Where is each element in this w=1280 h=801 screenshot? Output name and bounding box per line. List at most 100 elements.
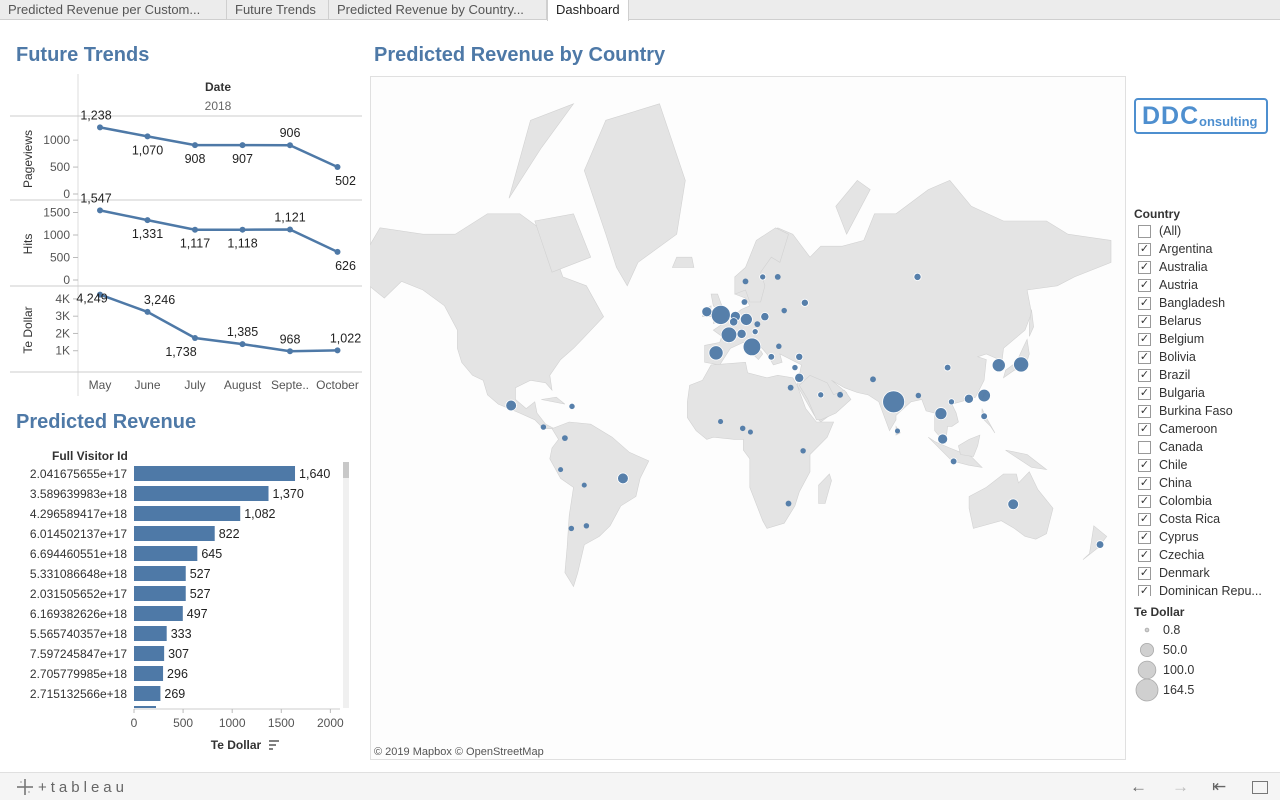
country-bubble[interactable] — [947, 398, 955, 406]
country-bubble[interactable] — [558, 467, 564, 473]
trend-point[interactable] — [334, 248, 341, 255]
country-bubble[interactable] — [718, 419, 724, 425]
checkbox-checked-icon[interactable]: ✓ — [1138, 476, 1151, 490]
country-filter-item[interactable]: ✓ Costa Rica — [1138, 510, 1220, 528]
country-filter-item[interactable]: (All) — [1138, 222, 1181, 240]
country-bubble[interactable] — [741, 299, 748, 305]
country-bubble[interactable] — [882, 390, 906, 414]
checkbox-checked-icon[interactable]: ✓ — [1138, 368, 1151, 382]
country-bubble[interactable] — [937, 433, 949, 445]
bar-scrollbar-track[interactable] — [343, 462, 349, 708]
country-filter-item[interactable]: ✓ Czechia — [1138, 546, 1204, 564]
redo-icon[interactable]: → — [1172, 777, 1189, 796]
checkbox-unchecked-icon[interactable] — [1138, 440, 1151, 454]
country-filter-item[interactable]: ✓ Bangladesh — [1138, 294, 1225, 312]
country-bubble[interactable] — [736, 328, 747, 339]
trend-point[interactable] — [287, 142, 293, 149]
country-bubble[interactable] — [980, 412, 988, 421]
country-bubble[interactable] — [977, 388, 991, 403]
country-map[interactable]: © 2019 Mapbox © OpenStreetMap — [370, 76, 1126, 760]
country-bubble[interactable] — [894, 428, 901, 434]
country-bubble[interactable] — [781, 307, 787, 314]
tab-1[interactable]: Future Trends — [227, 0, 329, 20]
trend-point[interactable] — [287, 348, 293, 355]
country-bubble[interactable] — [794, 372, 805, 383]
country-bubble[interactable] — [795, 352, 804, 361]
country-bubble[interactable] — [787, 384, 794, 391]
checkbox-checked-icon[interactable]: ✓ — [1138, 530, 1151, 544]
country-filter-item[interactable]: ✓ Burkina Faso — [1138, 402, 1233, 420]
country-bubble[interactable] — [583, 523, 590, 529]
country-bubble[interactable] — [561, 435, 568, 442]
country-bubble[interactable] — [569, 403, 575, 410]
trend-point[interactable] — [239, 226, 246, 233]
country-bubble[interactable] — [943, 363, 952, 372]
country-filter-item[interactable]: ✓ Belgium — [1138, 330, 1204, 348]
checkbox-unchecked-icon[interactable] — [1138, 224, 1151, 238]
country-filter-item[interactable]: Canada — [1138, 438, 1203, 456]
country-bubble[interactable] — [934, 407, 948, 421]
revenue-bar[interactable] — [134, 666, 164, 681]
country-bubble[interactable] — [774, 273, 781, 280]
country-bubble[interactable] — [540, 424, 547, 430]
checkbox-checked-icon[interactable]: ✓ — [1138, 242, 1151, 256]
trend-line-2[interactable] — [99, 293, 338, 353]
country-bubble[interactable] — [817, 391, 825, 399]
trend-point[interactable] — [97, 207, 103, 214]
country-bubble[interactable] — [949, 457, 958, 466]
checkbox-checked-icon[interactable]: ✓ — [1138, 404, 1151, 418]
checkbox-checked-icon[interactable]: ✓ — [1138, 296, 1151, 310]
country-filter-item[interactable]: ✓ Bulgaria — [1138, 384, 1205, 402]
country-bubble[interactable] — [739, 313, 753, 326]
checkbox-checked-icon[interactable]: ✓ — [1138, 566, 1151, 580]
country-bubble[interactable] — [751, 328, 759, 336]
country-filter-item[interactable]: ✓ Chile — [1138, 456, 1188, 474]
country-bubble[interactable] — [837, 391, 844, 398]
country-bubble[interactable] — [760, 312, 770, 322]
country-filter-item[interactable]: ✓ Cameroon — [1138, 420, 1217, 438]
checkbox-checked-icon[interactable]: ✓ — [1138, 422, 1151, 436]
checkbox-checked-icon[interactable]: ✓ — [1138, 332, 1151, 346]
country-filter-item[interactable]: ✓ Denmark — [1138, 564, 1210, 582]
trend-point[interactable] — [239, 341, 246, 348]
country-bubble[interactable] — [617, 472, 629, 485]
checkbox-checked-icon[interactable]: ✓ — [1138, 458, 1151, 472]
country-bubble[interactable] — [701, 306, 713, 318]
trend-line-0[interactable] — [99, 126, 339, 169]
country-bubble[interactable] — [505, 399, 517, 412]
revenue-bar[interactable] — [134, 486, 269, 501]
country-bubble[interactable] — [785, 500, 792, 507]
checkbox-checked-icon[interactable]: ✓ — [1138, 494, 1151, 508]
country-bubble[interactable] — [754, 321, 761, 328]
trend-point[interactable] — [97, 124, 103, 131]
country-filter-item[interactable]: ✓ China — [1138, 474, 1192, 492]
country-bubble[interactable] — [792, 364, 798, 371]
trend-point[interactable] — [97, 291, 103, 298]
country-bubble[interactable] — [710, 304, 731, 325]
country-bubble[interactable] — [1013, 356, 1030, 373]
country-bubble[interactable] — [913, 272, 922, 281]
country-bubble[interactable] — [581, 482, 587, 488]
country-filter-item[interactable]: ✓ Bolivia — [1138, 348, 1196, 366]
predicted-revenue-chart[interactable]: Full Visitor Id 2.041675655e+17 1,640 3.589… — [10, 444, 360, 762]
country-bubble[interactable] — [870, 376, 876, 383]
checkbox-checked-icon[interactable]: ✓ — [1138, 548, 1151, 562]
trend-point[interactable] — [144, 308, 151, 315]
revert-icon[interactable]: ⇤ — [1212, 777, 1227, 796]
trend-point[interactable] — [334, 347, 341, 354]
revenue-bar[interactable] — [134, 646, 165, 661]
country-bubble[interactable] — [963, 393, 974, 404]
revenue-bar[interactable] — [134, 526, 215, 541]
country-filter-item[interactable]: ✓ Australia — [1138, 258, 1208, 276]
undo-icon[interactable]: ← — [1130, 777, 1147, 796]
country-filter-item[interactable]: ✓ Brazil — [1138, 366, 1190, 384]
tab-0[interactable]: Predicted Revenue per Custom... — [0, 0, 227, 20]
future-trends-chart[interactable]: Date 2018 1000 500 0 Pageviews 1,238 1,070 908 90… — [10, 74, 365, 396]
country-bubble[interactable] — [991, 358, 1006, 373]
sort-icon[interactable] — [269, 740, 279, 750]
country-bubble[interactable] — [1007, 498, 1019, 511]
fullscreen-icon[interactable] — [1252, 781, 1268, 794]
trend-point[interactable] — [334, 163, 341, 170]
bar-scrollbar-thumb[interactable] — [343, 462, 349, 478]
checkbox-checked-icon[interactable]: ✓ — [1138, 350, 1151, 364]
